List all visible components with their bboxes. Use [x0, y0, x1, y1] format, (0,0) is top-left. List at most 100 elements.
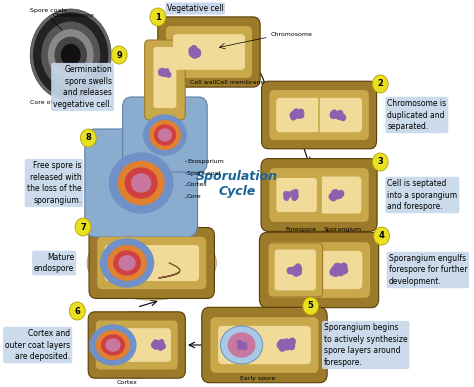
- Circle shape: [237, 341, 241, 345]
- Ellipse shape: [119, 256, 135, 270]
- FancyBboxPatch shape: [173, 34, 245, 70]
- Circle shape: [290, 112, 296, 118]
- Circle shape: [286, 342, 292, 349]
- Circle shape: [290, 268, 295, 274]
- Circle shape: [239, 342, 243, 347]
- Circle shape: [194, 50, 201, 57]
- Ellipse shape: [106, 339, 120, 351]
- Circle shape: [296, 269, 301, 275]
- Circle shape: [279, 339, 285, 346]
- Text: Cell is septated
into a sporangium
and forespore.: Cell is septated into a sporangium and f…: [387, 179, 457, 211]
- Circle shape: [331, 111, 336, 118]
- Circle shape: [334, 264, 340, 270]
- Text: Chromosome: Chromosome: [271, 32, 312, 37]
- Ellipse shape: [220, 326, 263, 364]
- FancyBboxPatch shape: [276, 251, 362, 289]
- FancyBboxPatch shape: [276, 178, 317, 212]
- Circle shape: [194, 49, 201, 56]
- Circle shape: [292, 195, 297, 200]
- Circle shape: [111, 46, 127, 64]
- Circle shape: [332, 267, 338, 274]
- FancyBboxPatch shape: [154, 47, 176, 108]
- Text: 1: 1: [155, 12, 161, 22]
- Text: 9: 9: [116, 50, 122, 60]
- Circle shape: [291, 269, 296, 274]
- FancyBboxPatch shape: [89, 228, 214, 298]
- Circle shape: [191, 51, 198, 58]
- Text: Cortex: Cortex: [74, 100, 95, 105]
- Circle shape: [337, 113, 342, 119]
- Text: Cell wall: Cell wall: [190, 80, 216, 85]
- Circle shape: [163, 72, 167, 76]
- Circle shape: [159, 340, 164, 345]
- Circle shape: [338, 190, 344, 197]
- Circle shape: [152, 342, 156, 348]
- Circle shape: [333, 190, 339, 196]
- FancyBboxPatch shape: [210, 317, 319, 373]
- Text: Cortex and
outer coat layers
are deposited.: Cortex and outer coat layers are deposit…: [5, 329, 70, 361]
- Circle shape: [340, 115, 346, 121]
- Text: Mature
endospore: Mature endospore: [34, 253, 74, 273]
- Circle shape: [333, 191, 338, 197]
- Circle shape: [159, 341, 164, 346]
- Circle shape: [284, 195, 289, 200]
- Circle shape: [279, 344, 285, 351]
- Circle shape: [158, 345, 163, 350]
- Circle shape: [161, 69, 165, 74]
- Circle shape: [283, 340, 289, 347]
- Circle shape: [158, 344, 163, 349]
- Ellipse shape: [159, 129, 171, 141]
- Circle shape: [295, 111, 300, 118]
- Circle shape: [238, 345, 242, 349]
- FancyBboxPatch shape: [96, 320, 178, 370]
- Text: Sporangium begins
to actively synthesize
spore layers around
forespore.: Sporangium begins to actively synthesize…: [324, 323, 408, 367]
- Circle shape: [194, 49, 200, 56]
- Circle shape: [336, 264, 341, 271]
- Circle shape: [30, 9, 111, 101]
- Circle shape: [284, 192, 288, 197]
- FancyBboxPatch shape: [88, 312, 185, 378]
- Ellipse shape: [108, 246, 146, 280]
- Circle shape: [167, 72, 171, 77]
- Circle shape: [241, 342, 245, 347]
- Text: Sporulation
Cycle: Sporulation Cycle: [196, 170, 278, 198]
- Circle shape: [191, 46, 197, 53]
- FancyBboxPatch shape: [277, 176, 361, 214]
- FancyBboxPatch shape: [166, 26, 252, 78]
- Circle shape: [165, 69, 169, 74]
- Circle shape: [294, 109, 299, 115]
- Circle shape: [296, 266, 301, 272]
- Circle shape: [333, 112, 339, 118]
- Circle shape: [81, 129, 96, 147]
- Circle shape: [373, 153, 388, 171]
- FancyBboxPatch shape: [269, 168, 369, 222]
- Circle shape: [278, 341, 284, 347]
- Ellipse shape: [144, 115, 186, 155]
- FancyBboxPatch shape: [268, 243, 323, 297]
- Text: 7: 7: [80, 223, 86, 231]
- Circle shape: [295, 264, 301, 270]
- Circle shape: [194, 50, 201, 57]
- Text: Germination
spore swells
and releases
vegetative cell.: Germination spore swells and releases ve…: [53, 65, 112, 109]
- FancyBboxPatch shape: [158, 17, 260, 87]
- Circle shape: [159, 69, 163, 74]
- Circle shape: [286, 192, 291, 197]
- Circle shape: [238, 341, 242, 346]
- Circle shape: [293, 111, 299, 117]
- Text: 6: 6: [74, 307, 80, 315]
- Ellipse shape: [125, 168, 157, 198]
- Circle shape: [341, 263, 347, 270]
- Circle shape: [291, 191, 295, 196]
- Circle shape: [69, 302, 85, 320]
- FancyBboxPatch shape: [104, 245, 199, 281]
- FancyBboxPatch shape: [123, 97, 207, 172]
- FancyBboxPatch shape: [272, 173, 321, 217]
- Circle shape: [161, 344, 165, 349]
- Circle shape: [55, 38, 86, 73]
- Text: Cell membrane: Cell membrane: [216, 80, 264, 85]
- Circle shape: [62, 45, 80, 65]
- Circle shape: [292, 191, 296, 196]
- Text: Early spore: Early spore: [240, 376, 275, 381]
- Circle shape: [283, 339, 290, 346]
- Ellipse shape: [150, 121, 180, 149]
